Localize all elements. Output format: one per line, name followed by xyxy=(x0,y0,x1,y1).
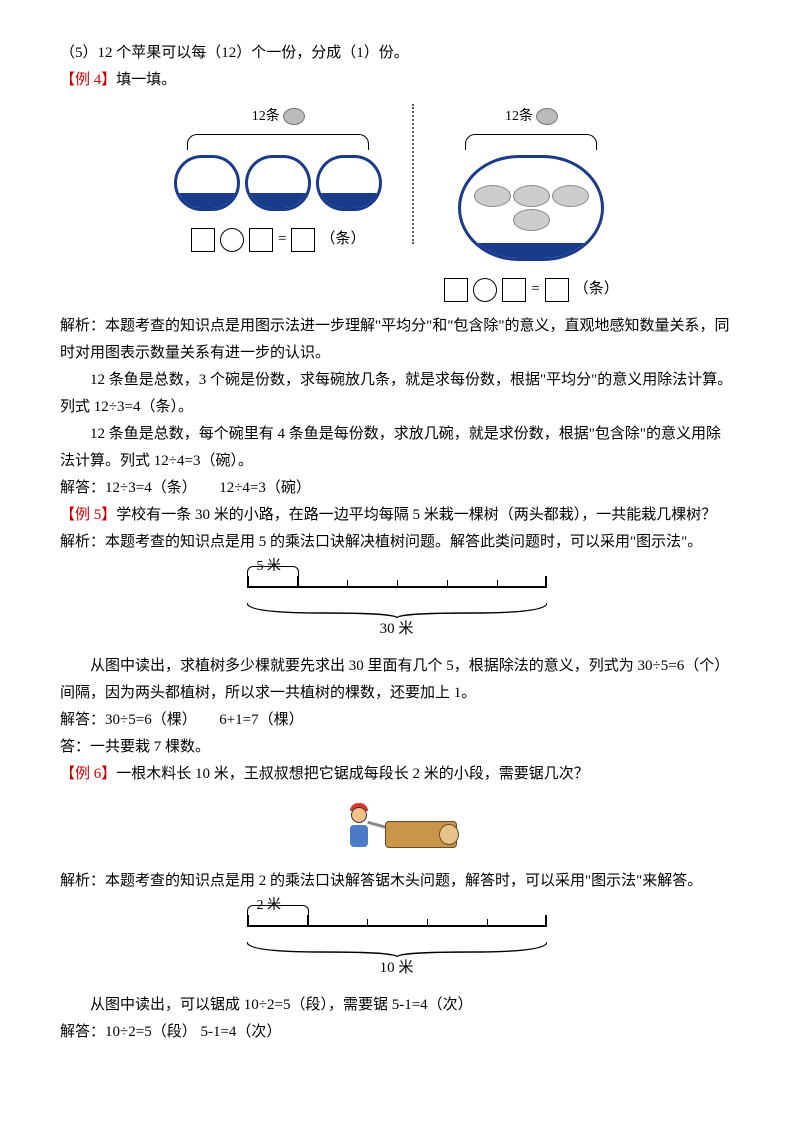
unit-label: （条） xyxy=(574,276,619,303)
fig-label-1: 12条 xyxy=(252,104,305,129)
example-tag: 【例 6】 xyxy=(60,766,116,782)
example-text: 填一填。 xyxy=(116,72,176,88)
answer-text: 解答：12÷3=4（条） 12÷4=3（碗） xyxy=(60,475,733,502)
figure-left: 12条 = （条） xyxy=(154,104,402,253)
box-icon xyxy=(191,228,215,252)
bowls-row xyxy=(174,155,382,211)
figure-right: 12条 = （条） xyxy=(424,104,638,303)
saw-image xyxy=(60,798,733,858)
bottom-label: 30 米 xyxy=(380,616,414,643)
box-icon xyxy=(249,228,273,252)
analysis-text: 12 条鱼是总数，每个碗里有 4 条鱼是每份数，求放几碗，就是求份数，根据"包含… xyxy=(60,421,733,475)
fish-icon xyxy=(513,209,550,231)
circle-icon xyxy=(220,228,244,252)
answer-text: 答：一共要栽 7 棵数。 xyxy=(60,734,733,761)
answer-text: 解答：30÷5=6（棵） 6+1=7（棵） xyxy=(60,707,733,734)
circle-icon xyxy=(473,278,497,302)
figure-4: 12条 = （条） 12条 = xyxy=(60,104,733,303)
analysis-text: 解析：本题考查的知识点是用图示法进一步理解"平均分"和"包含除"的意义，直观地感… xyxy=(60,313,733,367)
example-tag: 【例 4】 xyxy=(60,72,116,88)
equation-2: = （条） xyxy=(444,276,618,303)
equation-1: = （条） xyxy=(191,226,365,253)
example-tag: 【例 5】 xyxy=(60,507,116,523)
fig-label-2: 12条 xyxy=(505,104,558,129)
analysis-text: 12 条鱼是总数，3 个碗是份数，求每碗放几条，就是求每份数，根据"平均分"的意… xyxy=(60,367,733,421)
bowl-icon xyxy=(245,155,311,211)
fish-icon xyxy=(552,185,589,207)
fish-icon xyxy=(474,185,511,207)
number-line: 5 米 xyxy=(247,566,547,596)
example-text: 学校有一条 30 米的小路，在路一边平均每隔 5 米栽一棵树（两头都栽），一共能… xyxy=(116,507,716,523)
example-4-title: 【例 4】填一填。 xyxy=(60,67,733,94)
saw-figure xyxy=(337,798,457,858)
fish-icon xyxy=(283,108,305,125)
text-line: （5）12 个苹果可以每（12）个一份，分成（1）份。 xyxy=(60,40,733,67)
analysis-text: 从图中读出，可以锯成 10÷2=5（段），需要锯 5-1=4（次） xyxy=(60,992,733,1019)
bowl-icon xyxy=(316,155,382,211)
analysis-text: 解析：本题考查的知识点是用 5 的乘法口诀解决植树问题。解答此类问题时，可以采用… xyxy=(60,529,733,556)
example-5-title: 【例 5】学校有一条 30 米的小路，在路一边平均每隔 5 米栽一棵树（两头都栽… xyxy=(60,502,733,529)
brace-icon xyxy=(187,134,369,150)
box-icon xyxy=(291,228,315,252)
bowl-icon xyxy=(174,155,240,211)
brace-icon xyxy=(465,134,597,150)
log-icon xyxy=(385,821,457,848)
fish-icon xyxy=(536,108,558,125)
box-icon xyxy=(502,278,526,302)
divider xyxy=(412,104,414,244)
big-bowl-icon xyxy=(458,155,604,261)
example-6-title: 【例 6】一根木料长 10 米，王叔叔想把它锯成每段长 2 米的小段，需要锯几次… xyxy=(60,761,733,788)
number-line: 2 米 xyxy=(247,905,547,935)
unit-label: （条） xyxy=(320,226,365,253)
analysis-text: 解析：本题考查的知识点是用 2 的乘法口诀解答锯木头问题，解答时，可以采用"图示… xyxy=(60,868,733,895)
diagram-5: 5 米 30 米 xyxy=(60,566,733,643)
box-icon xyxy=(545,278,569,302)
answer-text: 解答：10÷2=5（段） 5-1=4（次） xyxy=(60,1019,733,1046)
example-text: 一根木料长 10 米，王叔叔想把它锯成每段长 2 米的小段，需要锯几次？ xyxy=(116,766,589,782)
brace-icon xyxy=(247,940,547,955)
fish-icon xyxy=(513,185,550,207)
bottom-label: 10 米 xyxy=(380,955,414,982)
analysis-text: 从图中读出，求植树多少棵就要先求出 30 里面有几个 5，根据除法的意义，列式为… xyxy=(60,653,733,707)
box-icon xyxy=(444,278,468,302)
diagram-6: 2 米 10 米 xyxy=(60,905,733,982)
brace-icon xyxy=(247,601,547,616)
